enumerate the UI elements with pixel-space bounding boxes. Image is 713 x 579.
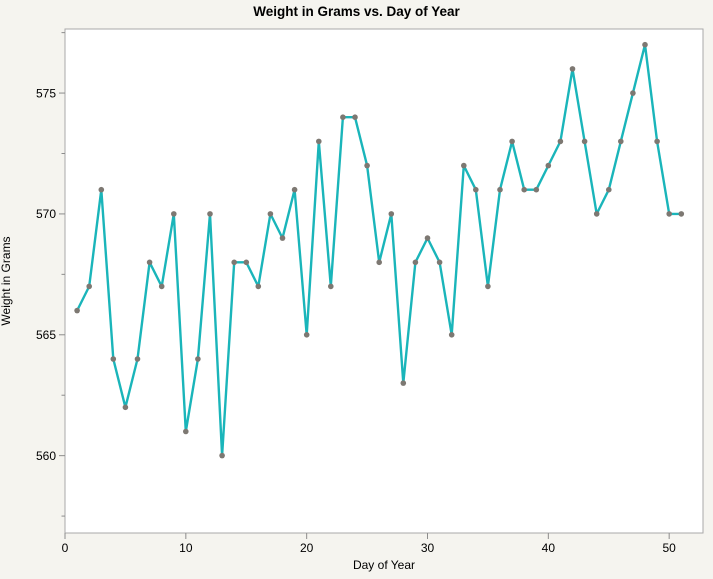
x-tick-label: 40 xyxy=(542,541,556,555)
data-point xyxy=(352,114,358,120)
data-point xyxy=(400,380,407,386)
data-point xyxy=(666,211,672,217)
data-point xyxy=(388,211,395,217)
data-point xyxy=(255,283,262,290)
data-point xyxy=(678,211,685,217)
data-point xyxy=(485,283,491,290)
data-point xyxy=(303,332,310,338)
y-tick-label: 570 xyxy=(36,207,56,221)
data-point xyxy=(497,186,503,193)
x-tick-label: 10 xyxy=(179,541,193,555)
data-point xyxy=(267,211,274,217)
data-point xyxy=(364,162,370,169)
data-point xyxy=(557,138,564,145)
chart-title: Weight in Grams vs. Day of Year xyxy=(253,4,460,19)
data-point xyxy=(606,186,612,193)
y-tick-label: 575 xyxy=(36,86,56,100)
data-point xyxy=(593,211,600,217)
y-tick-label: 560 xyxy=(36,449,56,463)
data-point xyxy=(545,162,552,169)
data-point xyxy=(279,235,286,241)
data-point xyxy=(183,428,189,435)
data-point xyxy=(642,41,648,48)
x-tick-label: 20 xyxy=(300,541,314,555)
data-point xyxy=(146,259,153,266)
data-point xyxy=(328,283,334,290)
data-point xyxy=(630,90,636,96)
data-point xyxy=(195,356,201,362)
data-point xyxy=(219,452,225,459)
data-point xyxy=(448,332,455,338)
data-point xyxy=(74,307,80,314)
data-point xyxy=(158,283,165,290)
y-tick-label: 565 xyxy=(36,328,56,342)
data-point xyxy=(412,259,419,266)
data-point xyxy=(436,259,443,266)
data-point xyxy=(654,138,660,145)
data-point xyxy=(509,138,515,145)
data-point xyxy=(122,404,129,411)
y-axis-title: Weight in Grams xyxy=(0,236,13,326)
data-point xyxy=(521,186,527,193)
data-point xyxy=(316,138,322,145)
data-point xyxy=(171,211,177,217)
data-point xyxy=(461,162,467,169)
data-point xyxy=(110,356,117,362)
data-point xyxy=(98,186,105,193)
data-point xyxy=(533,186,540,193)
data-point xyxy=(207,211,213,217)
data-point xyxy=(86,283,92,290)
x-axis-title: Day of Year xyxy=(352,558,416,572)
data-point xyxy=(134,356,141,362)
data-point xyxy=(340,114,346,120)
data-point xyxy=(231,259,237,266)
data-point xyxy=(473,186,479,193)
x-tick-label: 50 xyxy=(662,541,676,555)
data-point xyxy=(618,138,624,145)
data-point xyxy=(291,186,298,193)
data-point xyxy=(569,66,576,72)
data-point xyxy=(376,259,383,266)
data-point xyxy=(243,259,250,266)
x-tick-label: 30 xyxy=(421,541,435,555)
x-tick-label: 0 xyxy=(62,541,69,555)
data-point xyxy=(581,138,588,145)
plot-frame xyxy=(64,28,704,534)
data-point xyxy=(424,235,431,241)
